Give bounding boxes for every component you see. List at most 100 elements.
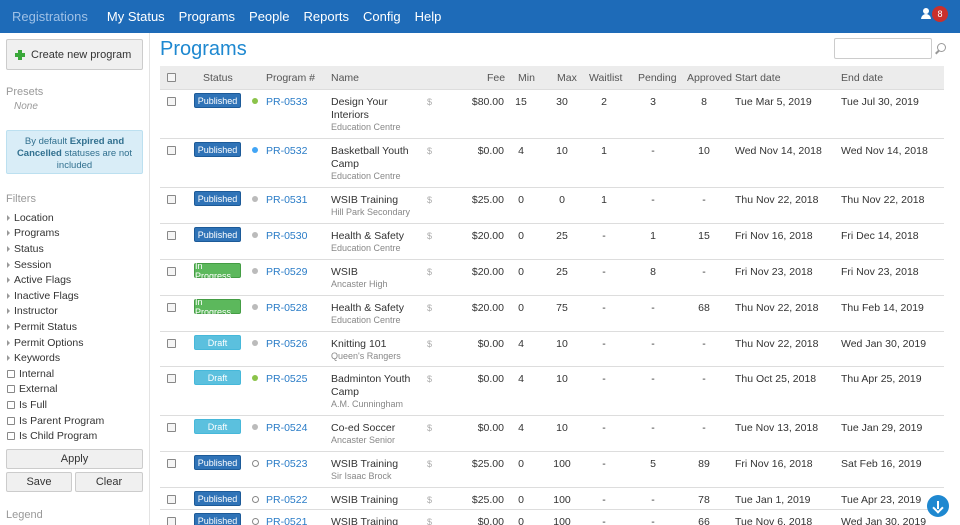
col-end-date[interactable]: End date xyxy=(841,72,884,84)
save-button[interactable]: Save xyxy=(6,472,72,492)
checkbox-is-parent[interactable]: Is Parent Program xyxy=(7,413,104,429)
row-checkbox[interactable] xyxy=(167,459,176,468)
filter-programs[interactable]: Programs xyxy=(7,226,104,242)
filter-permit-options[interactable]: Permit Options xyxy=(7,335,104,351)
program-number-link[interactable]: PR-0530 xyxy=(266,230,308,242)
filter-location[interactable]: Location xyxy=(7,210,104,226)
start-date: Thu Oct 25, 2018 xyxy=(735,373,817,385)
checkbox[interactable] xyxy=(7,385,15,394)
filter-permit-status[interactable]: Permit Status xyxy=(7,319,104,335)
apply-button[interactable]: Apply xyxy=(6,449,143,469)
nav-programs[interactable]: Programs xyxy=(178,9,236,24)
program-number-link[interactable]: PR-0521 xyxy=(266,516,308,525)
program-number-link[interactable]: PR-0525 xyxy=(266,373,308,385)
col-status[interactable]: Status xyxy=(203,72,233,84)
status-badge: Draft xyxy=(194,370,241,385)
row-checkbox[interactable] xyxy=(167,231,176,240)
checkbox-is-full[interactable]: Is Full xyxy=(7,397,104,413)
row-checkbox[interactable] xyxy=(167,423,176,432)
col-start-date[interactable]: Start date xyxy=(735,72,781,84)
table-row[interactable]: Published PR-0532 Basketball Youth Camp Educ… xyxy=(160,139,944,188)
scroll-down-button[interactable] xyxy=(927,495,949,517)
fee-value: $0.00 xyxy=(477,373,504,385)
checkbox-label: Internal xyxy=(19,367,55,380)
filter-session[interactable]: Session xyxy=(7,257,104,273)
flag-dot-icon xyxy=(252,232,258,238)
table-row[interactable]: Published PR-0522 WSIB Training $ $25.00 0 100… xyxy=(160,488,944,510)
start-date: Thu Nov 22, 2018 xyxy=(735,338,819,350)
program-name: Badminton Youth xyxy=(331,373,411,385)
program-number-link[interactable]: PR-0526 xyxy=(266,338,308,350)
search-input[interactable] xyxy=(834,38,932,59)
col-pending[interactable]: Pending xyxy=(638,72,677,84)
checkbox-is-child[interactable]: Is Child Program xyxy=(7,428,104,444)
table-row[interactable]: Draft PR-0526 Knitting 101 Queen's Rangers $… xyxy=(160,332,944,367)
create-program-button[interactable]: Create new program xyxy=(6,39,143,70)
col-approved[interactable]: Approved xyxy=(687,72,732,84)
program-number-link[interactable]: PR-0528 xyxy=(266,302,308,314)
nav-reports[interactable]: Reports xyxy=(303,9,350,24)
filter-active-flags[interactable]: Active Flags xyxy=(7,272,104,288)
table-row[interactable]: Draft PR-0525 Badminton Youth Camp A.M. Cunn… xyxy=(160,367,944,416)
col-waitlist[interactable]: Waitlist xyxy=(589,72,623,84)
col-max[interactable]: Max xyxy=(557,72,577,84)
min-value: 4 xyxy=(518,145,524,157)
table-row[interactable]: In Progress PR-0529 WSIB Ancaster High $ $20.… xyxy=(160,260,944,296)
caret-right-icon xyxy=(7,323,10,330)
row-checkbox[interactable] xyxy=(167,339,176,348)
checkbox-external[interactable]: External xyxy=(7,382,104,398)
filter-status[interactable]: Status xyxy=(7,241,104,257)
program-location: Hill Park Secondary xyxy=(331,207,411,217)
row-checkbox[interactable] xyxy=(167,97,176,106)
checkbox[interactable] xyxy=(7,416,15,425)
select-all-checkbox[interactable] xyxy=(167,73,176,82)
table-row[interactable]: Draft PR-0524 Co-ed Soccer Ancaster Senior $… xyxy=(160,416,944,452)
row-checkbox[interactable] xyxy=(167,495,176,504)
clear-button[interactable]: Clear xyxy=(75,472,143,492)
table-row[interactable]: Published PR-0533 Design Your Interiors Educ… xyxy=(160,90,944,139)
checkbox[interactable] xyxy=(7,432,15,441)
page-title: Programs xyxy=(160,38,247,60)
program-number-link[interactable]: PR-0532 xyxy=(266,145,308,157)
row-checkbox[interactable] xyxy=(167,146,176,155)
col-fee[interactable]: Fee xyxy=(487,72,506,84)
program-location: Education Centre xyxy=(331,122,401,132)
col-min[interactable]: Min xyxy=(518,72,535,84)
caret-right-icon xyxy=(7,245,10,252)
program-number-link[interactable]: PR-0524 xyxy=(266,422,308,434)
checkbox[interactable] xyxy=(7,400,15,409)
program-number-link[interactable]: PR-0522 xyxy=(266,494,308,506)
checkbox-internal[interactable]: Internal xyxy=(7,366,104,382)
checkbox[interactable] xyxy=(7,369,15,378)
brand-link[interactable]: Registrations xyxy=(12,9,88,24)
user-menu[interactable]: 8 xyxy=(921,6,948,22)
filter-instructor[interactable]: Instructor xyxy=(7,304,104,320)
nav-my-status[interactable]: My Status xyxy=(106,9,165,24)
search-icon[interactable] xyxy=(935,43,947,55)
nav-help[interactable]: Help xyxy=(414,9,442,24)
program-number-link[interactable]: PR-0523 xyxy=(266,458,308,470)
table-row[interactable]: Published PR-0531 WSIB Training Hill Park S… xyxy=(160,188,944,224)
program-number-link[interactable]: PR-0529 xyxy=(266,266,308,278)
row-checkbox[interactable] xyxy=(167,374,176,383)
table-row[interactable]: Published PR-0530 Health & Safety Education… xyxy=(160,224,944,260)
nav-config[interactable]: Config xyxy=(363,9,401,24)
row-checkbox[interactable] xyxy=(167,303,176,312)
col-name[interactable]: Name xyxy=(331,72,360,84)
table-row[interactable]: In Progress PR-0528 Health & Safety Educati… xyxy=(160,296,944,332)
flag-dot-icon xyxy=(252,147,258,153)
table-row[interactable]: Published PR-0523 WSIB Training Sir Isaac B… xyxy=(160,452,944,488)
nav-people[interactable]: People xyxy=(249,9,290,24)
pending-value: 3 xyxy=(650,96,656,108)
program-number-link[interactable]: PR-0533 xyxy=(266,96,308,108)
currency-icon: $ xyxy=(427,146,433,156)
row-checkbox[interactable] xyxy=(167,517,176,525)
currency-icon: $ xyxy=(427,303,433,313)
row-checkbox[interactable] xyxy=(167,195,176,204)
filter-inactive-flags[interactable]: Inactive Flags xyxy=(7,288,104,304)
program-number-link[interactable]: PR-0531 xyxy=(266,194,308,206)
col-program-num[interactable]: Program # xyxy=(266,72,316,84)
table-row[interactable]: Published PR-0521 WSIB Training $ $0.00 0 100 -… xyxy=(160,510,944,525)
row-checkbox[interactable] xyxy=(167,267,176,276)
filter-keywords[interactable]: Keywords xyxy=(7,350,104,366)
